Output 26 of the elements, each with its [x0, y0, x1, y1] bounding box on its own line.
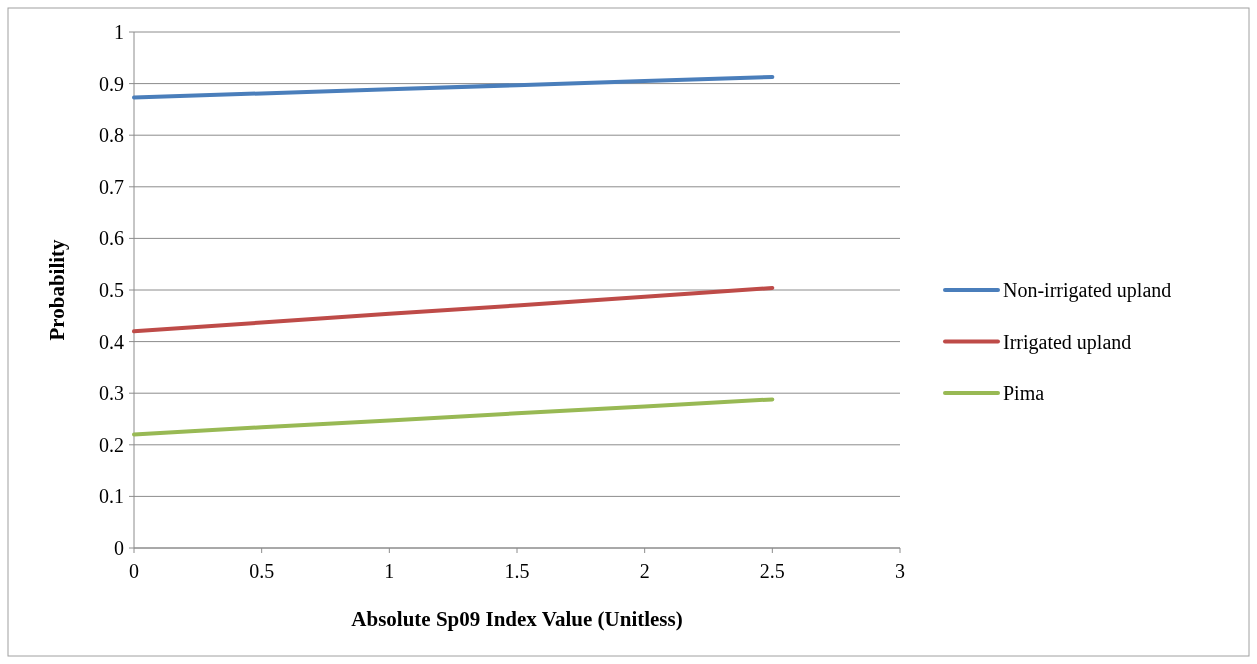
legend-label: Non-irrigated upland	[1003, 279, 1172, 302]
y-tick-label: 0.8	[99, 124, 124, 147]
line-series	[132, 285, 775, 334]
y-tick-label: 0	[114, 537, 124, 559]
y-tick-label: 1	[114, 21, 124, 43]
y-axis-title: Probability	[45, 238, 69, 341]
legend-label: Pima	[1003, 382, 1045, 404]
y-tick-label: 0.6	[99, 227, 124, 250]
x-tick-label: 1.5	[504, 560, 530, 582]
x-tick-label: 0	[129, 560, 139, 582]
y-tick-label: 0.7	[99, 175, 124, 198]
legend-label: Irrigated upland	[1003, 330, 1132, 354]
y-tick-label: 0.5	[99, 279, 124, 301]
y-tick-label: 0.4	[99, 330, 124, 353]
x-tick-label: 0.5	[249, 560, 275, 582]
x-tick-label: 3	[895, 560, 905, 582]
x-tick-label: 2.5	[759, 560, 785, 582]
x-axis-title: Absolute Sp09 Index Value (Unitless)	[351, 607, 683, 631]
x-tick-label: 1	[384, 560, 395, 582]
y-tick-label: 0.2	[99, 433, 124, 456]
x-tick-label: 2	[639, 560, 650, 582]
y-tick-label: 0.1	[99, 485, 124, 508]
y-tick-label: 0.3	[99, 382, 124, 405]
line-series	[132, 397, 775, 437]
line-series	[132, 74, 775, 100]
y-tick-label: 0.9	[99, 72, 124, 95]
